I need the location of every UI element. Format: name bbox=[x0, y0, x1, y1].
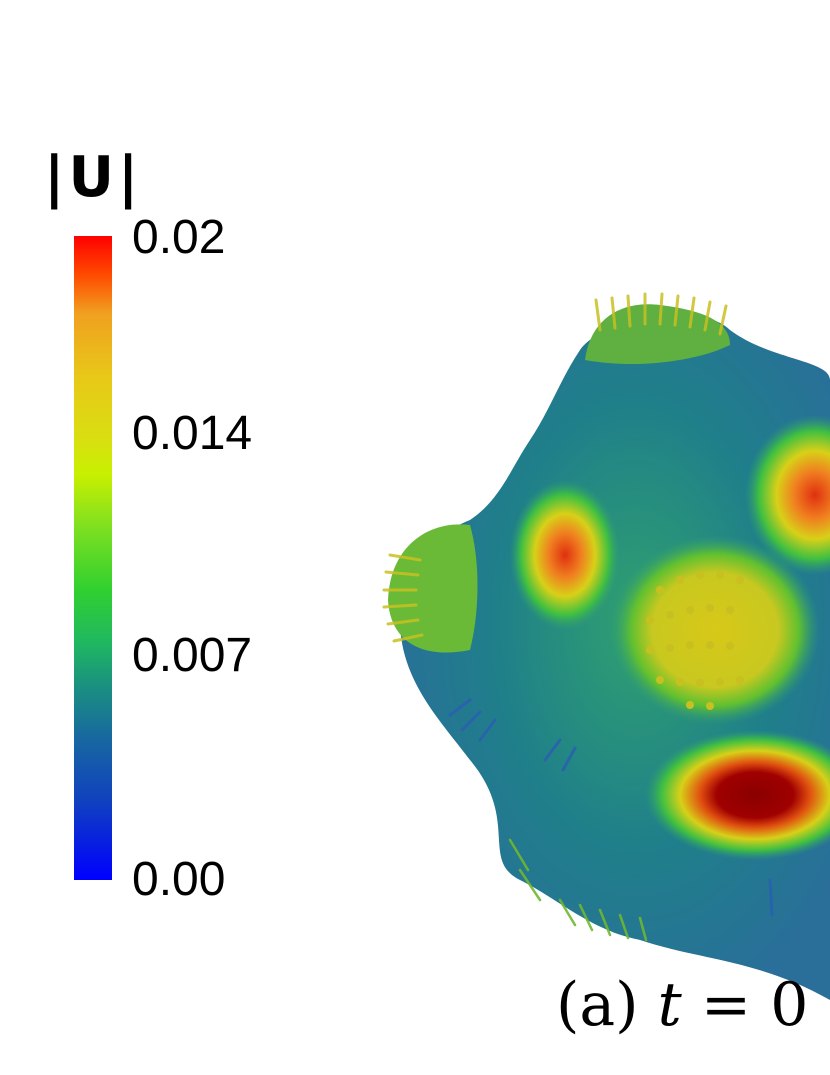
colorbar-tick-min: 0.00 bbox=[132, 853, 226, 906]
colorbar-gradient bbox=[74, 236, 112, 880]
caption-label: (a) bbox=[556, 970, 639, 1040]
colorbar-tick-mid: 0.007 bbox=[132, 629, 253, 682]
colorbar-title: |U| bbox=[44, 145, 143, 210]
colorbar-tick-high: 0.014 bbox=[132, 407, 253, 460]
caption-equals: = bbox=[700, 970, 752, 1040]
colorbar-tick-max: 0.02 bbox=[132, 211, 226, 264]
caption-variable: t bbox=[657, 970, 682, 1040]
caption-value: 0 bbox=[770, 970, 809, 1040]
figure-caption: (a) t = 0 bbox=[556, 975, 808, 1035]
